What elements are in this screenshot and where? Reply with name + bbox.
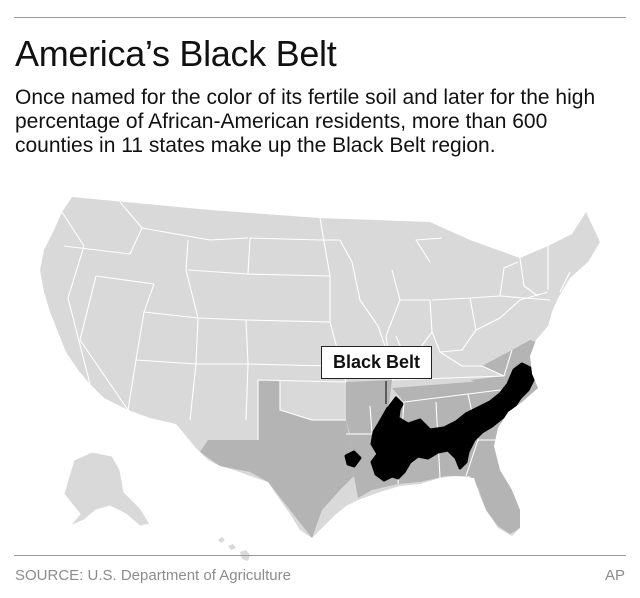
page-subtitle: Once named for the color of its fertile … bbox=[15, 86, 596, 157]
hawaii-shape bbox=[218, 537, 250, 561]
black-belt-label: Black Belt bbox=[321, 346, 433, 379]
state-borders bbox=[61, 201, 571, 485]
tennessee-shape bbox=[392, 378, 504, 402]
black-belt-region bbox=[344, 362, 536, 482]
page-title: America’s Black Belt bbox=[15, 33, 337, 74]
texas-shape bbox=[200, 380, 354, 538]
credit-ap: AP bbox=[604, 567, 625, 584]
source-note: SOURCE: U.S. Department of Agriculture bbox=[15, 567, 291, 584]
alaska-shape bbox=[63, 451, 151, 527]
bottom-divider bbox=[14, 555, 626, 556]
top-divider bbox=[14, 17, 626, 18]
